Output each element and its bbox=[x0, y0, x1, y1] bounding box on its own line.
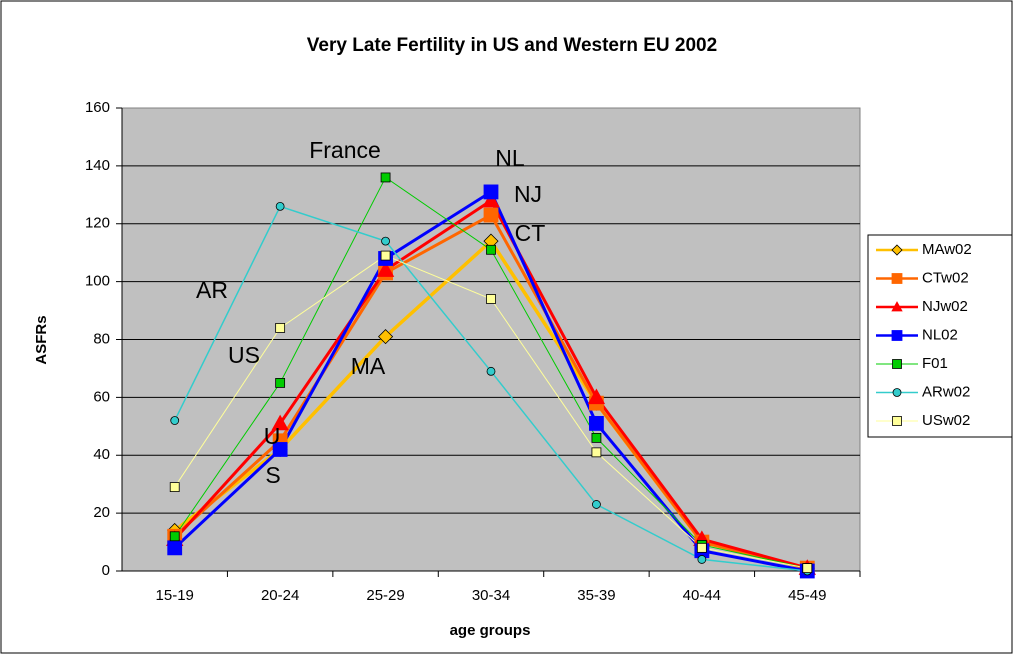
annotation: France bbox=[309, 137, 381, 163]
legend-marker bbox=[892, 388, 902, 397]
y-tick-label: 0 bbox=[102, 562, 110, 579]
x-tick-label: 15-19 bbox=[156, 587, 194, 604]
annotation: U bbox=[264, 423, 281, 449]
legend-label: NL02 bbox=[922, 326, 958, 343]
y-tick-label: 60 bbox=[93, 388, 110, 405]
annotation: AR bbox=[196, 277, 228, 303]
data-point bbox=[486, 244, 496, 255]
data-point bbox=[483, 184, 499, 200]
data-point bbox=[376, 261, 395, 277]
data-point bbox=[486, 366, 496, 376]
x-tick-label: 20-24 bbox=[261, 587, 299, 604]
x-tick-label: 30-34 bbox=[472, 587, 510, 604]
y-tick-label: 20 bbox=[93, 504, 110, 521]
chart-title: Very Late Fertility in US and Western EU… bbox=[307, 35, 717, 56]
legend-label: ARw02 bbox=[922, 383, 970, 400]
y-axis-label: ASFRs bbox=[33, 315, 50, 364]
x-tick-label: 40-44 bbox=[683, 587, 721, 604]
data-point bbox=[591, 432, 602, 443]
x-tick-label: 45-49 bbox=[788, 587, 826, 604]
data-point bbox=[378, 329, 394, 345]
data-point bbox=[275, 378, 286, 388]
data-point bbox=[380, 250, 391, 261]
legend-label: USw02 bbox=[922, 412, 970, 429]
data-point bbox=[591, 447, 602, 458]
y-tick-label: 40 bbox=[93, 446, 110, 463]
data-point bbox=[486, 294, 496, 304]
data-point bbox=[381, 236, 390, 246]
data-point bbox=[169, 531, 180, 542]
y-tick-label: 120 bbox=[85, 215, 110, 232]
legend-marker bbox=[891, 244, 903, 256]
legend-marker bbox=[892, 416, 902, 426]
legend-label: F01 bbox=[922, 355, 948, 372]
data-point bbox=[696, 542, 707, 553]
x-tick-label: 25-29 bbox=[366, 587, 404, 604]
data-point bbox=[697, 555, 707, 564]
legend-label: CTw02 bbox=[922, 269, 969, 286]
data-point bbox=[592, 500, 601, 509]
annotation: CT bbox=[515, 220, 546, 246]
data-point bbox=[169, 482, 180, 492]
annotation: NL bbox=[495, 145, 525, 171]
y-tick-label: 140 bbox=[85, 157, 110, 174]
data-point bbox=[275, 201, 285, 211]
y-tick-label: 80 bbox=[93, 330, 110, 347]
data-point bbox=[170, 416, 180, 425]
annotation: US bbox=[228, 342, 260, 368]
annotation: S bbox=[265, 462, 280, 488]
x-axis-label: age groups bbox=[450, 622, 531, 639]
y-tick-label: 100 bbox=[85, 273, 110, 290]
data-point bbox=[802, 563, 813, 574]
legend-label: NJw02 bbox=[922, 298, 968, 315]
data-point bbox=[482, 191, 500, 208]
y-tick-label: 160 bbox=[85, 99, 110, 116]
x-tick-label: 35-39 bbox=[577, 587, 615, 604]
data-point bbox=[589, 416, 604, 431]
data-point bbox=[271, 414, 289, 431]
legend-marker bbox=[892, 359, 902, 369]
data-point bbox=[272, 442, 288, 457]
annotation: MA bbox=[351, 353, 386, 379]
data-point bbox=[587, 388, 606, 405]
annotation: NJ bbox=[514, 181, 542, 207]
legend-marker bbox=[891, 273, 903, 284]
data-point bbox=[275, 323, 286, 333]
data-point bbox=[483, 207, 499, 223]
legend-marker bbox=[891, 330, 903, 341]
legend-label: MAw02 bbox=[922, 241, 972, 258]
data-point bbox=[380, 172, 391, 183]
legend-marker bbox=[891, 301, 903, 312]
data-point bbox=[167, 540, 183, 556]
